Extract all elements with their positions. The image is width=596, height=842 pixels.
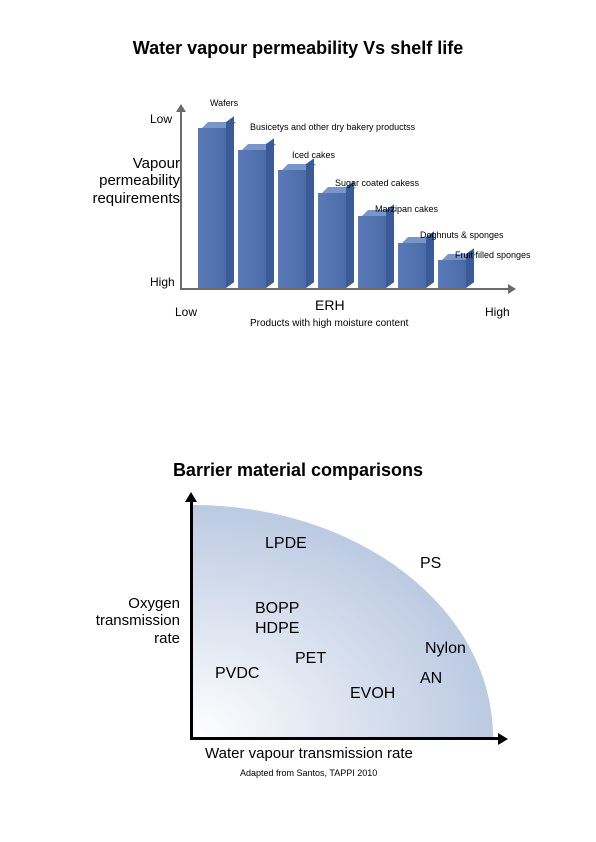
bar-item xyxy=(278,170,306,288)
chart2-y-arrow-icon xyxy=(185,492,197,502)
chart1-plot-area: WafersBusicetys and other dry bakery pro… xyxy=(180,110,510,290)
bar-item xyxy=(318,193,346,288)
bar-label: Busicetys and other dry bakery productss xyxy=(250,122,415,132)
bar-label: Doghnuts & sponges xyxy=(420,230,504,240)
chart1-container: Vapour permeability requirements Low Hig… xyxy=(80,100,520,340)
chart2-x-axis-line xyxy=(190,737,500,740)
chart1-x-title: ERH xyxy=(315,297,345,313)
bar-item xyxy=(358,216,386,288)
chart2-quarter-region xyxy=(193,505,493,737)
bar-label: Sugar coated cakess xyxy=(335,178,419,188)
bar-item xyxy=(438,260,466,288)
bar-label: Wafers xyxy=(210,98,238,108)
chart1-y-axis-label: Vapour permeability requirements xyxy=(60,155,180,207)
material-label: PS xyxy=(420,555,441,573)
bar-item xyxy=(398,243,426,288)
chart1-x-low: Low xyxy=(175,305,197,319)
bar-item xyxy=(238,150,266,288)
chart1-y-axis-line xyxy=(180,110,182,290)
bar-label: Fruit filled sponges xyxy=(455,250,531,260)
chart1-y-arrow-icon xyxy=(176,104,186,112)
chart2-title: Barrier material comparisons xyxy=(0,460,596,481)
chart2-y-axis-line xyxy=(190,500,193,740)
bar-label: Marzipan cakes xyxy=(375,204,438,214)
chart1-y-high: High xyxy=(150,275,175,289)
chart2-x-axis-label: Water vapour transmission rate xyxy=(205,745,413,762)
chart1-x-subtitle: Products with high moisture content xyxy=(250,318,408,329)
chart2-plot-area: LPDE PS BOPP HDPE PET Nylon PVDC EVOH AN xyxy=(190,500,500,740)
material-label: LPDE xyxy=(265,535,307,553)
chart1-title: Water vapour permeability Vs shelf life xyxy=(0,38,596,59)
chart1-x-arrow-icon xyxy=(508,284,516,294)
bar-label: Iced cakes xyxy=(292,150,335,160)
material-label: PVDC xyxy=(215,665,259,683)
chart1-x-axis-line xyxy=(180,288,510,290)
material-label: PET xyxy=(295,650,326,668)
chart1-x-high: High xyxy=(485,305,510,319)
material-label: HDPE xyxy=(255,620,299,638)
chart2-container: Oxygen transmission rate LPDEPSBOPPHDPEP… xyxy=(80,490,520,800)
chart2-source: Adapted from Santos, TAPPI 2010 xyxy=(240,768,377,778)
chart1-y-low: Low xyxy=(150,112,172,126)
material-label: EVOH xyxy=(350,685,395,703)
material-label: BOPP xyxy=(255,600,299,618)
material-label: AN xyxy=(420,670,442,688)
material-label: Nylon xyxy=(425,640,466,658)
chart2-y-axis-label: Oxygen transmission rate xyxy=(70,595,180,647)
bar-item xyxy=(198,128,226,288)
chart2-x-arrow-icon xyxy=(498,733,508,745)
